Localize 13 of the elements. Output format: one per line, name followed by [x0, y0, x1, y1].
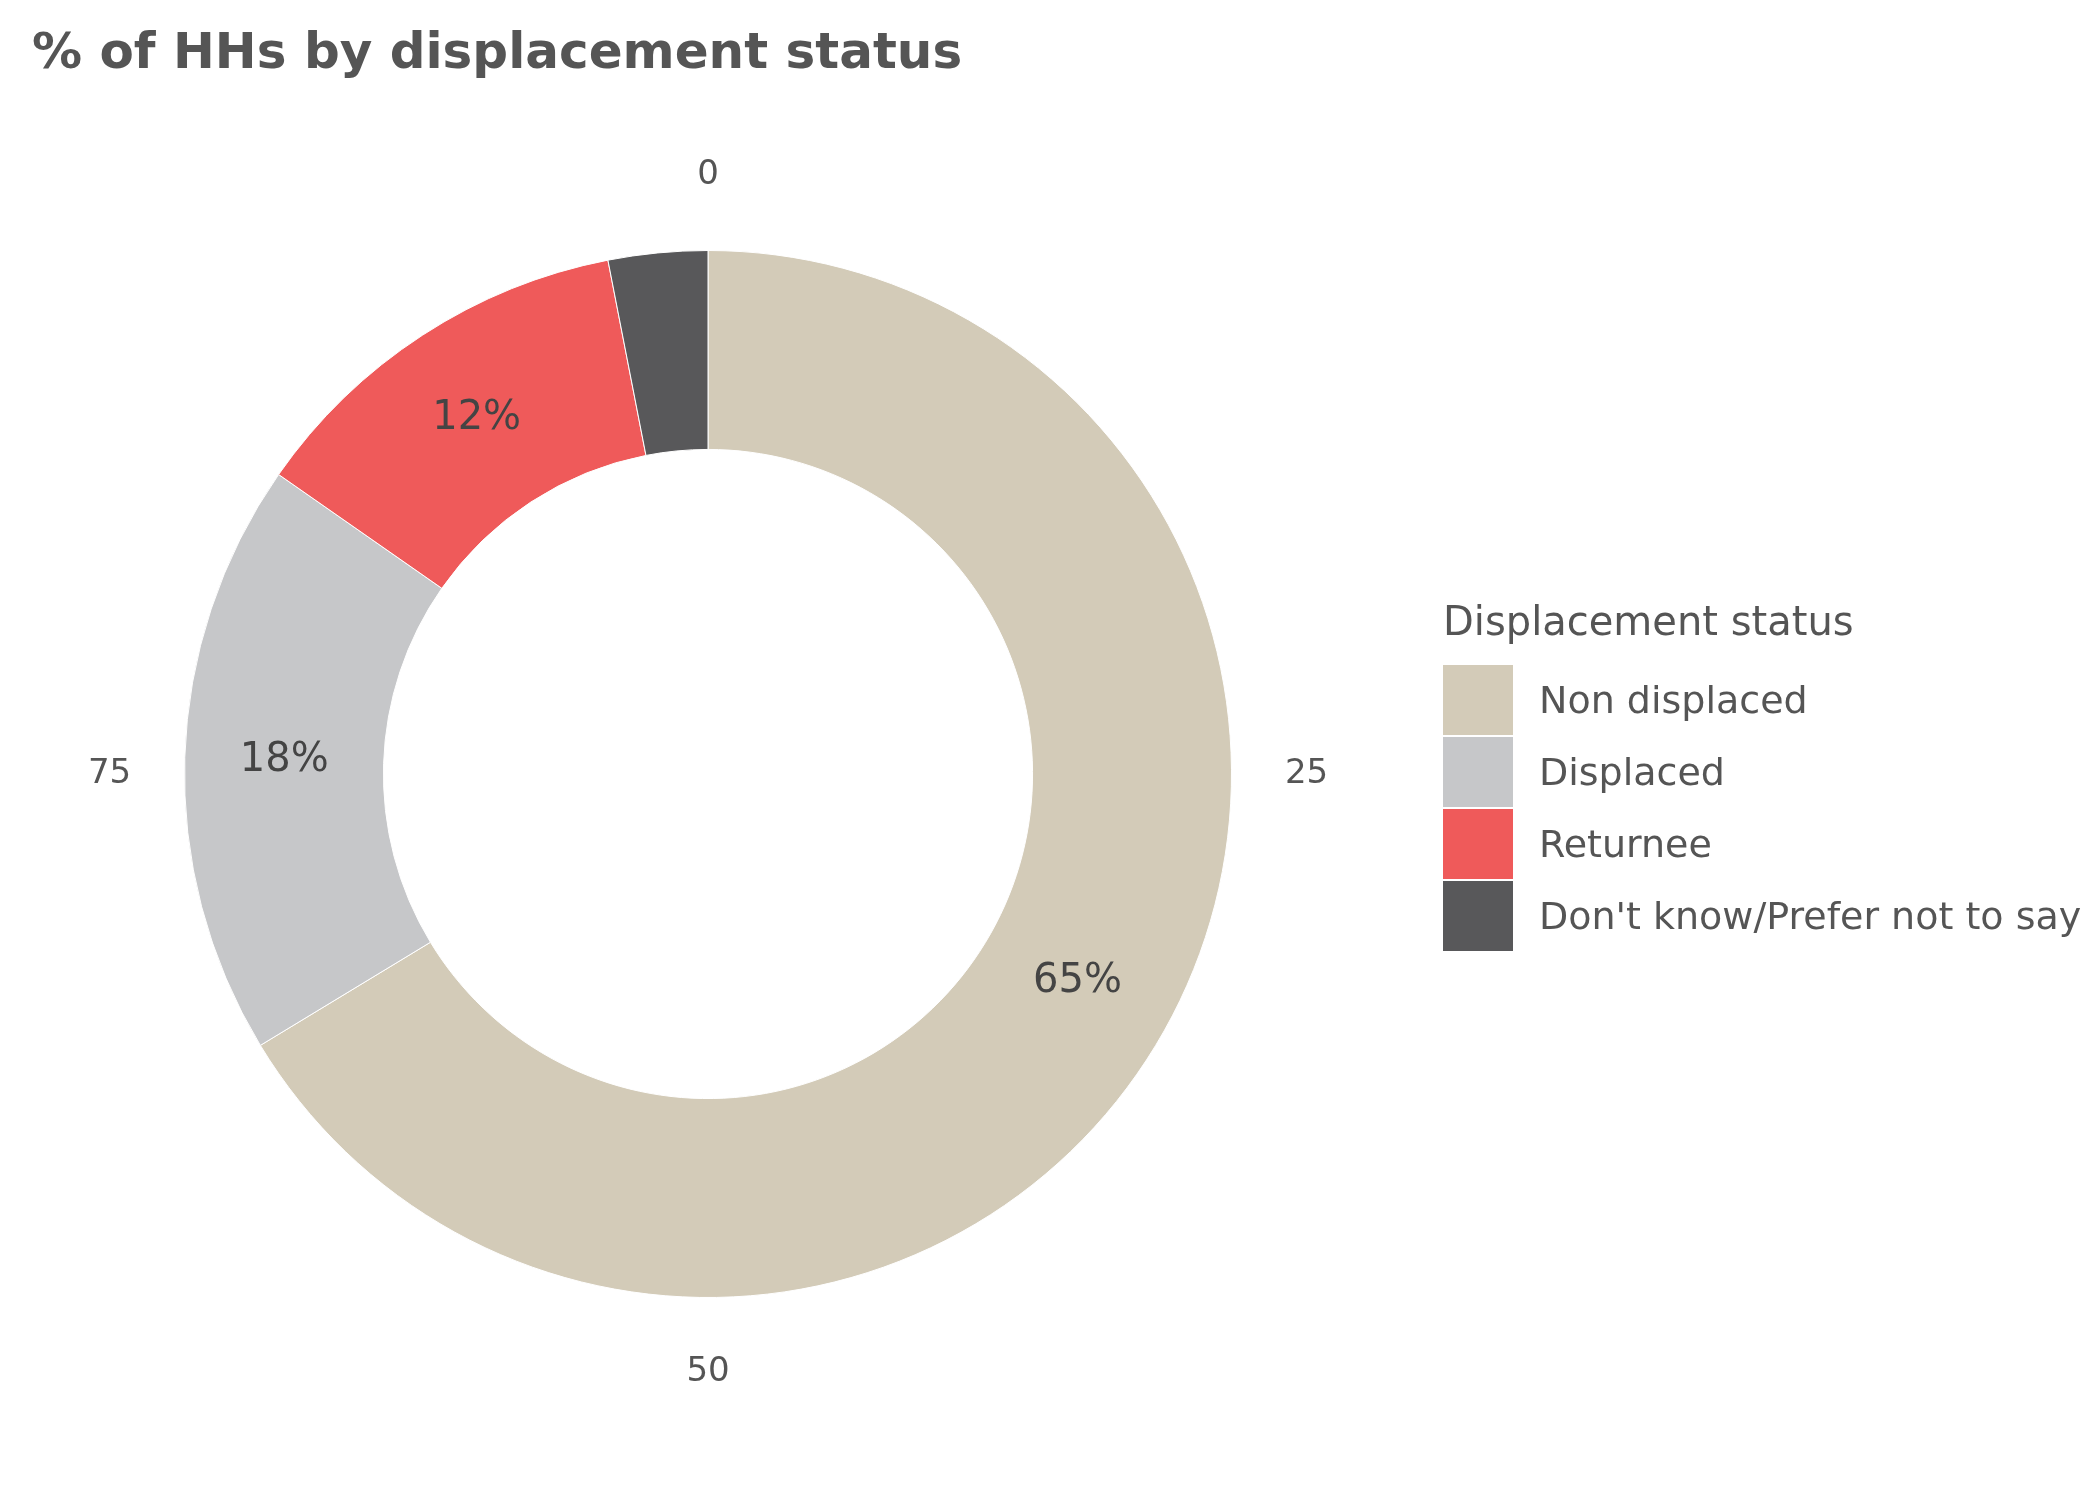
- text: 75: [87, 750, 132, 791]
- text: 0: [697, 152, 719, 193]
- chart-title: % of HHs by displacement status: [32, 22, 963, 80]
- text: 25: [1284, 750, 1329, 791]
- legend-label: Returnee: [1539, 822, 1712, 866]
- legend-title: Displacement status: [1443, 598, 1855, 644]
- legend-label: Non displaced: [1539, 678, 1808, 722]
- legend-label: Displaced: [1539, 750, 1725, 794]
- text: 50: [686, 1349, 730, 1390]
- data-label: 65%: [1033, 955, 1122, 1002]
- data-label: 12%: [432, 392, 522, 439]
- data-label: 18%: [239, 733, 329, 780]
- legend-label: Don't know/Prefer not to say: [1539, 894, 2082, 938]
